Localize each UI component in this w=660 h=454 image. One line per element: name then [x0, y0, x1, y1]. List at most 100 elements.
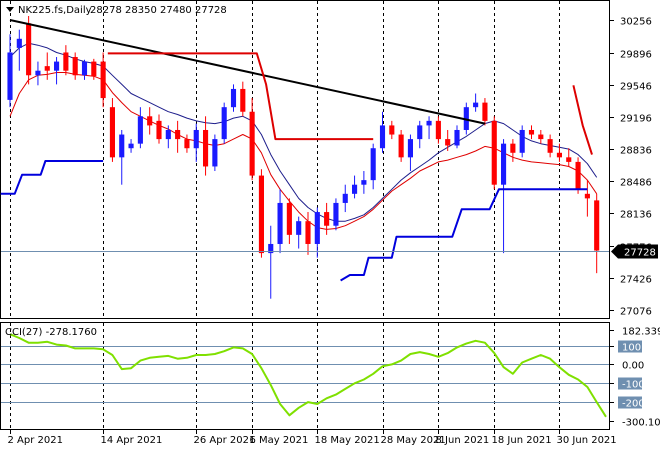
- candle-body: [473, 102, 479, 108]
- candle-body: [352, 184, 358, 194]
- candle-body: [54, 61, 60, 71]
- candle-body: [221, 107, 227, 140]
- downward-trendline: [9, 19, 486, 125]
- cci-tick-label: -200: [622, 399, 645, 410]
- candle-body: [165, 129, 171, 140]
- candle-body: [109, 107, 115, 158]
- candle-body: [268, 243, 274, 254]
- candle-body: [584, 193, 590, 199]
- ohlc-label: 28278 28350 27480 27728: [90, 5, 227, 16]
- candle-body: [510, 143, 516, 153]
- candle-body: [314, 212, 320, 244]
- candle-body: [445, 139, 451, 146]
- cci-panel-frame: [0, 322, 610, 430]
- candle-body: [296, 221, 302, 235]
- support-line: [0, 160, 104, 195]
- candle-body: [147, 116, 153, 126]
- candle-body: [324, 212, 330, 226]
- price-panel-frame: [0, 0, 610, 319]
- overlay-lines: [0, 19, 593, 282]
- candle-body: [119, 134, 125, 158]
- candle-body: [277, 202, 283, 244]
- candle-body: [501, 143, 507, 185]
- candle-body: [389, 125, 395, 135]
- slow-moving-average-line: [9, 42, 598, 222]
- cci-tick-label: -100: [622, 380, 645, 391]
- candle-body: [137, 116, 143, 144]
- resistance-line: [107, 52, 374, 141]
- cci-line: [9, 333, 607, 418]
- price-tick-label: 29546: [620, 82, 652, 93]
- cci-level-badge: [618, 396, 642, 409]
- candle-body: [342, 193, 348, 203]
- candle-body: [26, 23, 32, 76]
- candle-body: [81, 61, 88, 76]
- cci-tick-label: -300.105: [622, 418, 660, 429]
- candle-body: [249, 111, 255, 176]
- candle-body: [63, 52, 69, 71]
- cci-series-line: [9, 333, 607, 418]
- date-tick-label: 18 May 2021: [315, 435, 380, 446]
- candle-body: [547, 139, 553, 153]
- candle-body: [454, 129, 460, 146]
- candle-body: [361, 180, 367, 185]
- cci-level-badge: [618, 340, 642, 353]
- date-tick-label: 2 Apr 2021: [8, 435, 63, 446]
- fast-moving-average-line: [9, 72, 598, 230]
- cci-tick-label: 100: [622, 343, 641, 354]
- resistance-line: [572, 85, 593, 155]
- date-tick-label: 8 Jun 2021: [436, 435, 490, 446]
- candle-body: [417, 125, 423, 140]
- candle-body: [556, 152, 562, 158]
- cci-level-badge: [618, 377, 642, 390]
- candle-body: [128, 143, 134, 149]
- candle-body: [184, 139, 190, 149]
- cci-tick-label: 182.339: [622, 327, 660, 338]
- last-price-marker: 27728: [611, 244, 658, 259]
- cci-levels: [1, 346, 609, 403]
- candle-body: [100, 61, 106, 99]
- price-tick-label: 29896: [620, 50, 652, 61]
- candle-body: [407, 139, 413, 158]
- candle-body: [72, 57, 78, 76]
- candle-body: [398, 134, 404, 158]
- price-tick-label: 28136: [620, 210, 652, 221]
- candle-body: [379, 125, 386, 149]
- date-tick-label: 14 Apr 2021: [101, 435, 163, 446]
- price-tick-label: 27076: [620, 307, 652, 318]
- candle-body: [35, 70, 41, 76]
- candle-body: [491, 120, 497, 185]
- candle-body: [91, 61, 97, 77]
- cci-tick-label: 0.00: [622, 361, 644, 372]
- candle-body: [193, 129, 199, 149]
- candle-body: [203, 129, 209, 167]
- date-tick-label: 18 Jun 2021: [492, 435, 552, 446]
- date-tick-label: 6 May 2021: [250, 435, 309, 446]
- last-price-label: 27728: [624, 248, 656, 259]
- cci-header-label: CCI(27) -278.1760: [5, 327, 97, 338]
- candle-body: [240, 88, 246, 112]
- candle-body: [370, 148, 376, 181]
- candle-body: [7, 52, 13, 100]
- candle-body: [333, 202, 339, 226]
- price-tick-label: 30256: [620, 17, 652, 28]
- support-line: [340, 188, 588, 282]
- price-tick-label: 28836: [620, 146, 652, 157]
- candle-body: [435, 120, 441, 140]
- symbol-label: NK225.fs,Daily: [18, 5, 92, 16]
- date-tick-label: 26 Apr 2021: [194, 435, 256, 446]
- date-tick-label: 28 May 2021: [381, 435, 446, 446]
- price-tick-label: 29196: [620, 114, 652, 125]
- candle-body: [258, 175, 264, 254]
- candle-body: [575, 161, 581, 190]
- date-tick-label: 30 Jun 2021: [557, 435, 617, 446]
- chart-menu-triangle-icon[interactable]: [6, 7, 14, 12]
- candle-body: [156, 120, 162, 140]
- candle-body: [44, 66, 50, 71]
- price-tick-label: 28486: [620, 178, 652, 189]
- candle-body: [212, 139, 218, 167]
- candle-body: [175, 129, 181, 140]
